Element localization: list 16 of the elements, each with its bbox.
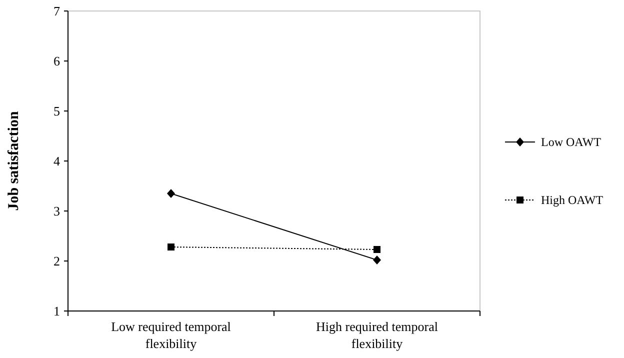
- y-tick-label: 5: [54, 104, 60, 119]
- y-tick-label: 6: [54, 54, 60, 69]
- point: [167, 189, 175, 198]
- legend-label: High OAWT: [541, 193, 604, 208]
- y-tick-label: 7: [54, 4, 60, 19]
- y-axis-title: Job satisfaction: [6, 110, 22, 211]
- y-tick-label: 3: [54, 204, 60, 219]
- y-tick-label: 1: [54, 304, 60, 319]
- legend-label: Low OAWT: [541, 135, 602, 150]
- point: [373, 256, 381, 264]
- point: [168, 244, 174, 250]
- x-tick-label: High required temporal flexibility: [316, 319, 438, 351]
- point: [374, 246, 380, 253]
- x-tick-label: Low required temporal flexibility: [111, 319, 232, 351]
- y-tick-label: 4: [54, 154, 60, 169]
- y-tick-label: 2: [54, 254, 60, 269]
